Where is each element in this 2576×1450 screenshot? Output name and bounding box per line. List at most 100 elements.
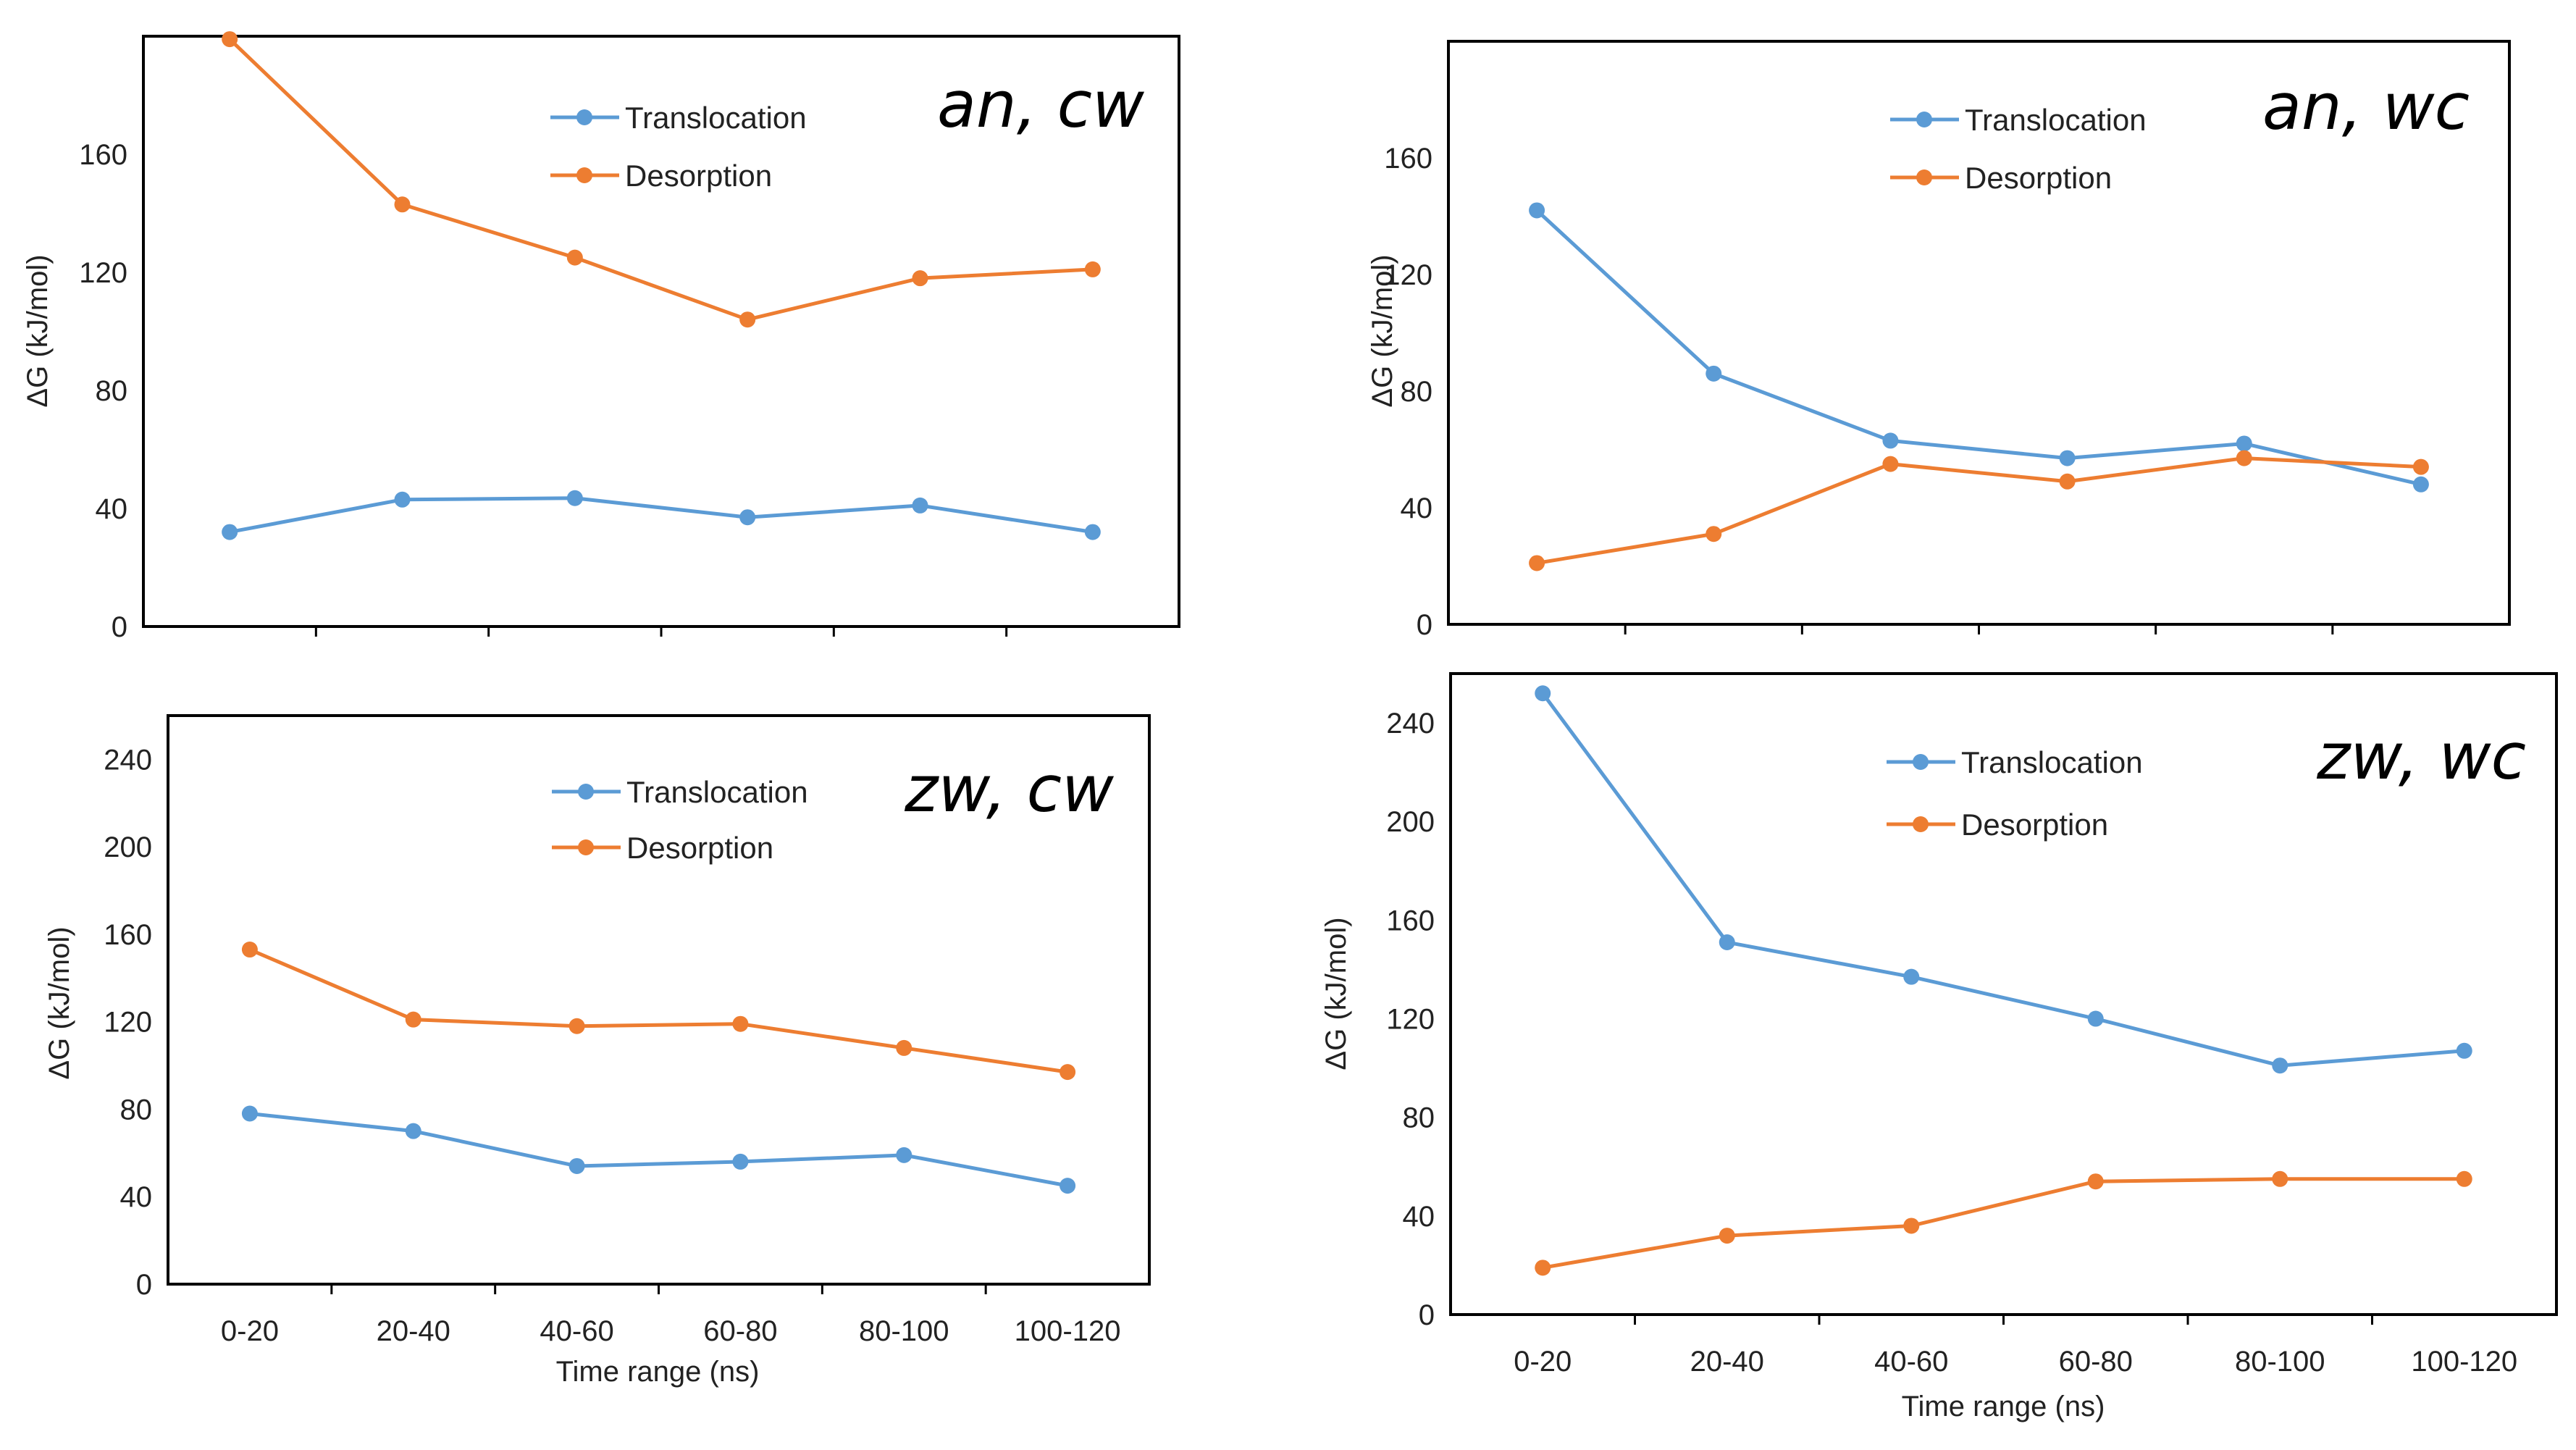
legend-marker-translocation (576, 109, 592, 125)
data-point-translocation (732, 1153, 749, 1170)
x-tick-label: 20-40 (1690, 1346, 1764, 1378)
y-tick-label: 40 (120, 1181, 153, 1213)
y-tick-label: 160 (104, 919, 152, 951)
data-point-translocation (896, 1147, 912, 1163)
legend-label-desorption: Desorption (1965, 161, 2112, 195)
data-point-translocation (1882, 432, 1899, 449)
series-line-translocation (229, 496, 1094, 535)
y-tick-label: 80 (1401, 376, 1433, 408)
data-point-desorption (896, 1039, 912, 1056)
x-tick-label: 60-80 (2059, 1346, 2133, 1378)
data-point-translocation (1529, 202, 1545, 219)
data-point-desorption (732, 1015, 749, 1032)
legend-marker-desorption (576, 167, 592, 183)
legend-label-desorption: Desorption (626, 831, 773, 865)
x-tick-label: 0-20 (1514, 1346, 1572, 1378)
x-tick-label: 80-100 (2235, 1346, 2325, 1378)
series-line-translocation (1541, 692, 2464, 1068)
y-axis-title: ΔG (kJ/mol) (43, 926, 75, 1079)
data-point-translocation (912, 497, 928, 514)
data-point-translocation (1084, 524, 1101, 540)
y-axis-title: ΔG (kJ/mol) (1367, 254, 1398, 407)
data-point-translocation (1706, 365, 1722, 382)
legend-marker-desorption (1913, 816, 1929, 832)
data-point-translocation (566, 490, 583, 506)
data-point-translocation (2059, 450, 2076, 466)
data-point-desorption (1706, 526, 1722, 542)
data-point-desorption (1903, 1218, 1920, 1234)
y-tick-label: 40 (1403, 1201, 1435, 1233)
y-tick-label: 120 (1386, 1004, 1435, 1036)
data-point-desorption (405, 1011, 421, 1028)
y-tick-label: 40 (96, 493, 128, 525)
y-tick-label: 240 (1386, 708, 1435, 739)
data-point-desorption (222, 31, 238, 48)
y-axis-title: ΔG (kJ/mol) (22, 254, 54, 407)
legend-label-translocation: Translocation (626, 775, 808, 809)
chart-panel-3: 0 40 80 120 160 200 240 0-20 20-40 40-60 60-80 80-1… (43, 714, 1151, 1388)
data-point-desorption (1084, 261, 1101, 277)
data-point-desorption (1882, 456, 1899, 472)
x-tick-label: 80-100 (859, 1315, 949, 1347)
chart-panel-2: 0 40 80 120 160 ΔG (kJ/mol) Translocation Desor… (1367, 40, 2511, 641)
x-tick-label: 40-60 (1874, 1346, 1948, 1378)
y-tick-label: 80 (96, 375, 128, 407)
data-point-desorption (1060, 1064, 1076, 1081)
legend-marker-translocation (1913, 754, 1929, 770)
x-tick-label: 20-40 (377, 1315, 450, 1347)
data-point-desorption (739, 311, 756, 328)
y-tick-label: 80 (120, 1094, 153, 1126)
panel-title: zw, wc (2316, 719, 2526, 794)
x-axis-title: Time range (ns) (556, 1356, 760, 1388)
data-point-desorption (241, 942, 258, 958)
x-tick-label: 40-60 (540, 1315, 613, 1347)
legend-label-translocation: Translocation (625, 101, 807, 135)
data-point-translocation (739, 509, 756, 526)
legend-marker-translocation (1916, 112, 1932, 127)
data-point-desorption (2087, 1173, 2104, 1190)
y-tick-label: 40 (1401, 493, 1433, 524)
data-point-translocation (1903, 968, 1920, 985)
data-point-translocation (2272, 1057, 2288, 1074)
series-line-translocation (1535, 209, 2422, 487)
data-point-translocation (405, 1123, 421, 1139)
data-point-translocation (241, 1105, 258, 1122)
legend-label-translocation: Translocation (1965, 103, 2147, 137)
legend-marker-desorption (1916, 169, 1932, 185)
y-tick-label: 160 (1386, 905, 1435, 936)
y-tick-label: 0 (112, 611, 127, 643)
y-tick-label: 0 (1419, 1299, 1435, 1331)
data-point-desorption (2272, 1170, 2288, 1187)
x-axis-title: Time range (ns) (1902, 1391, 2105, 1422)
panel-title: an, wc (2262, 70, 2470, 144)
data-point-translocation (1719, 934, 1735, 951)
legend-label-desorption: Desorption (625, 159, 772, 193)
data-point-desorption (394, 196, 411, 213)
legend-marker-translocation (578, 784, 594, 800)
data-point-desorption (912, 270, 928, 287)
y-tick-label: 120 (104, 1007, 152, 1039)
series-line-desorption (228, 38, 1093, 322)
series-line-translocation (249, 1112, 1068, 1188)
x-tick-label: 100-120 (1015, 1315, 1121, 1347)
y-tick-label: 200 (1386, 806, 1435, 838)
data-point-desorption (2412, 458, 2429, 475)
legend-label-desorption: Desorption (1961, 808, 2108, 842)
chart-panel-4: 0 40 80 120 160 200 240 0-20 20-40 40-60 60-80 80-1… (1320, 672, 2558, 1422)
data-point-translocation (1535, 685, 1551, 702)
y-tick-label: 160 (1384, 143, 1432, 175)
y-tick-label: 0 (1417, 609, 1432, 641)
y-tick-label: 80 (1403, 1102, 1435, 1134)
x-tick-label: 0-20 (221, 1315, 279, 1347)
y-tick-label: 0 (136, 1269, 152, 1301)
chart-panel-1: 0 40 80 120 160 ΔG (kJ/mol) Translocation Desor… (22, 31, 1180, 643)
data-point-desorption (566, 249, 583, 266)
data-point-translocation (222, 524, 238, 540)
data-point-desorption (2456, 1170, 2472, 1187)
data-point-desorption (1719, 1228, 1735, 1244)
panel-title: an, cw (937, 67, 1145, 142)
data-point-translocation (2456, 1042, 2472, 1059)
legend-marker-desorption (578, 839, 594, 855)
y-tick-label: 120 (1384, 259, 1432, 291)
